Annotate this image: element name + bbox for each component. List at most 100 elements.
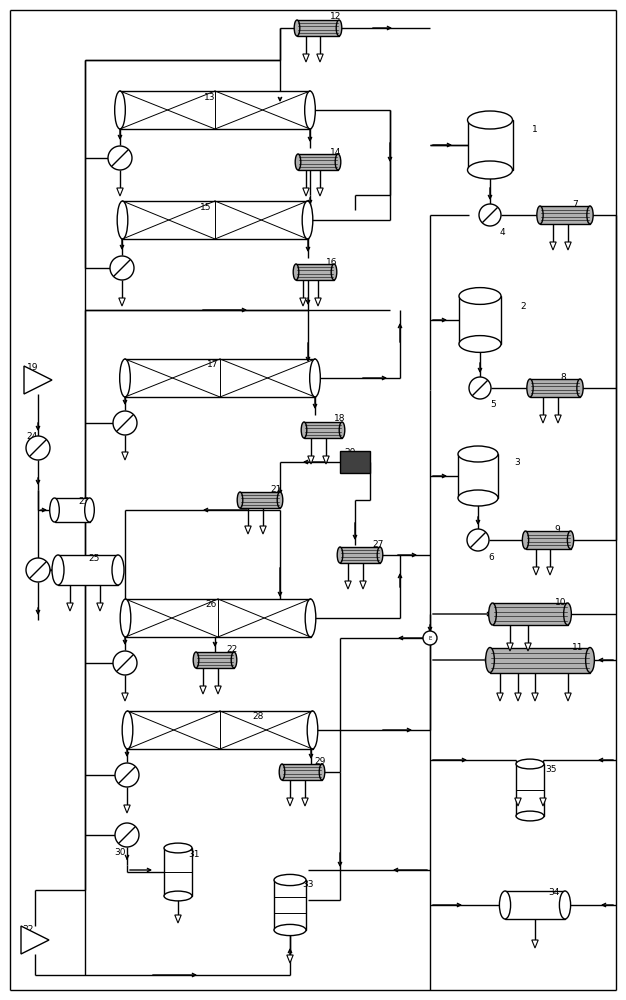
Circle shape (115, 763, 139, 787)
Bar (274, 880, 306, 930)
Polygon shape (546, 567, 553, 575)
Ellipse shape (52, 555, 64, 585)
Ellipse shape (49, 498, 59, 522)
Polygon shape (317, 54, 323, 62)
Bar (128, 711, 312, 749)
Text: 2: 2 (520, 302, 526, 311)
Bar (296, 264, 334, 280)
Ellipse shape (563, 603, 572, 625)
Ellipse shape (319, 764, 325, 780)
Ellipse shape (489, 603, 496, 625)
Bar (493, 603, 568, 625)
Polygon shape (525, 643, 531, 651)
Text: 18: 18 (334, 414, 346, 423)
Ellipse shape (516, 811, 544, 821)
Polygon shape (300, 298, 306, 306)
Text: 11: 11 (572, 643, 583, 652)
Text: 5: 5 (490, 400, 496, 409)
Ellipse shape (301, 422, 307, 438)
Ellipse shape (458, 490, 498, 506)
Polygon shape (260, 526, 266, 534)
Ellipse shape (587, 206, 593, 224)
Polygon shape (303, 54, 309, 62)
Ellipse shape (331, 264, 337, 280)
Polygon shape (287, 798, 293, 806)
Text: 12: 12 (330, 12, 341, 21)
Circle shape (469, 377, 491, 399)
Ellipse shape (164, 891, 192, 901)
Text: 20: 20 (344, 448, 356, 457)
Text: 21: 21 (270, 485, 281, 494)
Circle shape (467, 529, 489, 551)
Polygon shape (345, 581, 351, 589)
Bar (525, 531, 570, 549)
Ellipse shape (377, 547, 383, 563)
Bar (196, 652, 234, 668)
Text: 9: 9 (554, 525, 560, 534)
Circle shape (423, 631, 437, 645)
Bar (490, 648, 590, 672)
Circle shape (479, 204, 501, 226)
Bar (298, 154, 338, 170)
Ellipse shape (468, 111, 513, 129)
Polygon shape (122, 693, 128, 701)
Polygon shape (540, 798, 546, 806)
Polygon shape (550, 242, 556, 250)
Polygon shape (175, 915, 181, 923)
Bar (340, 547, 380, 563)
Ellipse shape (193, 652, 199, 668)
Polygon shape (533, 567, 539, 575)
Ellipse shape (305, 91, 316, 129)
Polygon shape (515, 693, 521, 701)
Ellipse shape (458, 446, 498, 462)
Polygon shape (117, 188, 123, 196)
Text: 3: 3 (514, 458, 520, 467)
Text: 22: 22 (226, 645, 237, 654)
Circle shape (26, 436, 50, 460)
Ellipse shape (339, 422, 345, 438)
Text: 4: 4 (500, 228, 506, 237)
Ellipse shape (516, 759, 544, 769)
Text: 15: 15 (200, 203, 212, 212)
Text: 10: 10 (555, 598, 567, 607)
Polygon shape (565, 693, 571, 701)
Circle shape (108, 146, 132, 170)
Text: 32: 32 (22, 925, 33, 934)
Ellipse shape (85, 498, 95, 522)
Ellipse shape (586, 648, 594, 672)
Text: 30: 30 (114, 848, 125, 857)
Polygon shape (532, 693, 538, 701)
Ellipse shape (577, 379, 583, 397)
Ellipse shape (237, 492, 243, 508)
Ellipse shape (294, 20, 300, 36)
Circle shape (115, 823, 139, 847)
Text: 16: 16 (326, 258, 337, 267)
Polygon shape (21, 926, 49, 954)
Text: 34: 34 (548, 888, 560, 897)
Bar (240, 492, 280, 508)
Text: 35: 35 (545, 765, 557, 774)
Polygon shape (119, 298, 125, 306)
Polygon shape (360, 581, 366, 589)
Text: 26: 26 (205, 600, 217, 609)
Ellipse shape (120, 599, 131, 637)
Bar (54, 498, 90, 522)
Text: 8: 8 (560, 373, 566, 382)
Polygon shape (323, 456, 329, 464)
Ellipse shape (231, 652, 237, 668)
Bar (340, 451, 370, 473)
Circle shape (110, 256, 134, 280)
Ellipse shape (277, 492, 283, 508)
Polygon shape (497, 693, 503, 701)
Polygon shape (303, 188, 309, 196)
Bar (125, 359, 315, 397)
Ellipse shape (522, 531, 528, 549)
Circle shape (26, 558, 50, 582)
Ellipse shape (537, 206, 543, 224)
Ellipse shape (527, 379, 533, 397)
Circle shape (113, 411, 137, 435)
Bar (458, 454, 498, 498)
Ellipse shape (336, 20, 342, 36)
Text: 23: 23 (78, 497, 90, 506)
Text: 17: 17 (207, 360, 218, 369)
